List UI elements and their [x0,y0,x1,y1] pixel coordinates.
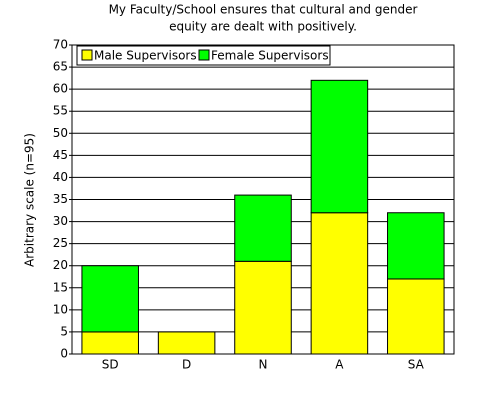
legend-label: Female Supervisors [211,49,329,63]
y-tick-label: 20 [53,258,68,272]
bar-segment [387,212,445,280]
y-tick-label: 40 [53,170,68,184]
bar-segment [234,260,292,355]
bar-segment [81,265,139,333]
y-axis-label: Arbitrary scale (n=95) [23,133,37,267]
y-tick-label: 45 [53,148,68,162]
chart-title: My Faculty/School ensures that cultural … [109,3,418,17]
y-tick-label: 5 [60,324,68,338]
y-tick-label: 15 [53,280,68,294]
y-tick-label: 70 [53,38,68,52]
x-tick-label: SA [408,358,425,372]
plot-frame [71,44,455,355]
y-tick-label: 60 [53,82,68,96]
legend-swatch [198,49,210,61]
bar-segment [387,278,445,355]
x-tick-label: A [335,358,344,372]
x-tick-label: N [259,358,268,372]
legend-label: Male Supervisors [94,49,197,63]
bar-segment [310,212,369,355]
y-tick-label: 30 [53,214,68,228]
y-tick-label: 55 [53,104,68,118]
bar-segment [310,79,369,214]
bar-segment [234,194,292,262]
legend-swatch [81,49,93,61]
y-tick-label: 0 [60,347,68,361]
y-tick-label: 25 [53,236,68,250]
y-tick-label: 35 [53,192,68,206]
x-tick-label: D [182,358,191,372]
y-tick-label: 65 [53,60,68,74]
bar-segment [157,331,216,355]
chart-title: equity are dealt with positively. [169,20,357,34]
bar-segment [81,331,139,355]
x-tick-label: SD [102,358,119,372]
y-tick-label: 10 [53,302,68,316]
y-tick-label: 50 [53,126,68,140]
